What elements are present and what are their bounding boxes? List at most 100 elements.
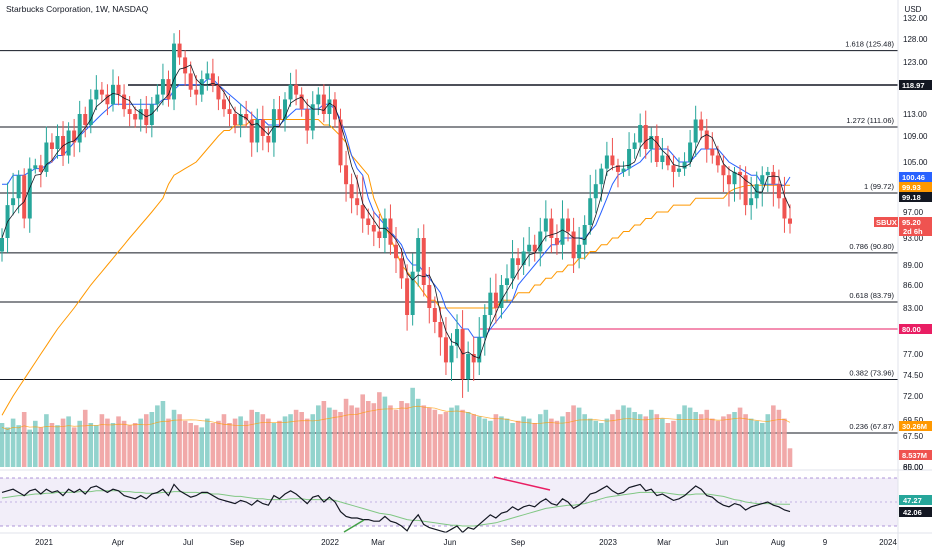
candle-body xyxy=(205,73,210,80)
fib-label: 0.236 (67.87) xyxy=(849,422,894,431)
candle-body xyxy=(471,354,476,363)
candle-body xyxy=(549,218,554,238)
volume-bar xyxy=(127,425,132,467)
price-tag xyxy=(899,324,932,334)
volume-bar xyxy=(515,420,521,467)
volume-bar xyxy=(188,423,193,467)
candle-body xyxy=(688,142,693,162)
volume-bar xyxy=(787,448,793,467)
volume-bar xyxy=(771,405,776,467)
candle-body xyxy=(621,168,626,172)
candle-body xyxy=(615,165,620,172)
volume-bar xyxy=(282,416,288,467)
volume-bar xyxy=(504,418,510,467)
candle-body xyxy=(482,315,487,338)
candle-body xyxy=(11,198,16,206)
candle-body xyxy=(249,119,254,143)
volume-bar xyxy=(0,423,5,467)
volume-bar xyxy=(543,409,549,467)
volume-bar xyxy=(488,420,493,467)
volume-bar xyxy=(121,420,127,467)
volume-bar xyxy=(171,409,177,467)
x-tick-label: 2024 xyxy=(879,538,897,547)
volume-bar xyxy=(182,420,188,467)
candle-body xyxy=(355,198,360,206)
volume-bar xyxy=(105,418,110,467)
volume-bar xyxy=(166,418,171,467)
symbol-tag xyxy=(874,217,898,227)
volume-bar xyxy=(377,392,382,467)
volume-bar xyxy=(482,418,488,467)
candle-body xyxy=(577,244,582,259)
volume-bar xyxy=(310,414,316,467)
price-tag-label: 99.93 xyxy=(902,183,921,192)
volume-bar xyxy=(660,418,665,467)
volume-bar xyxy=(671,420,676,467)
candle-body xyxy=(427,285,432,308)
volume-bar xyxy=(410,387,415,467)
volume-bar xyxy=(610,414,615,467)
volume-bar xyxy=(44,414,49,467)
volume-bar xyxy=(193,425,199,467)
x-tick-label: 2021 xyxy=(35,538,53,547)
candle-body xyxy=(349,184,354,199)
volume-bar xyxy=(721,416,726,467)
candle-body xyxy=(732,171,737,185)
fib-label: 0.618 (83.79) xyxy=(849,291,894,300)
volume-bar xyxy=(426,407,432,467)
volume-bar xyxy=(471,414,476,467)
candle-body xyxy=(227,109,232,114)
fib-label: 1.618 (125.48) xyxy=(845,40,894,49)
candle-body xyxy=(499,285,504,308)
volume-bar xyxy=(754,420,760,467)
x-tick-label: 2023 xyxy=(599,538,617,547)
volume-bar xyxy=(465,412,471,467)
volume-bar xyxy=(365,401,371,467)
volume-bar xyxy=(576,407,582,467)
volume-bar xyxy=(571,405,576,467)
volume-bar xyxy=(404,403,410,467)
volume-bar xyxy=(99,414,105,467)
volume-bar xyxy=(149,412,155,467)
volume-bar xyxy=(332,409,338,467)
candle-body xyxy=(238,114,243,125)
candle-body xyxy=(665,155,670,166)
volume-bar xyxy=(5,427,10,467)
volume-ma-line xyxy=(1,405,791,430)
volume-bar xyxy=(238,416,243,467)
candle-body xyxy=(438,322,443,338)
volume-bar xyxy=(499,416,504,467)
volume-bar xyxy=(759,423,765,467)
candle-body xyxy=(177,43,182,58)
candle-body xyxy=(244,114,249,120)
x-tick-label: 2022 xyxy=(321,538,339,547)
candle-body xyxy=(94,89,99,100)
volume-bar xyxy=(737,407,743,467)
candle-body xyxy=(532,244,537,252)
candle-body xyxy=(710,149,715,156)
price-tag-label: 95.20 xyxy=(902,218,921,227)
volume-bar xyxy=(460,409,465,467)
volume-bar xyxy=(143,414,149,467)
volume-bar xyxy=(537,414,543,467)
fib-label: 1.272 (111.06) xyxy=(846,116,894,125)
rsi-ma-tag xyxy=(899,495,932,505)
rsi-tag xyxy=(899,507,932,517)
volume-bar xyxy=(582,414,587,467)
y-tick-label: 69.50 xyxy=(903,416,924,425)
volume-bar xyxy=(454,405,460,467)
candle-body xyxy=(33,165,38,169)
candle-body xyxy=(588,198,593,225)
volume-bar xyxy=(21,412,27,467)
candle-body xyxy=(72,130,77,143)
price-tag xyxy=(899,80,932,90)
candle-body xyxy=(627,149,632,169)
x-tick-label: Aug xyxy=(771,538,785,547)
y-tick-label: 65.00 xyxy=(903,463,924,472)
volume-bar xyxy=(349,405,354,467)
volume-bar xyxy=(554,420,560,467)
volume-bar xyxy=(232,418,238,467)
x-tick-label: Mar xyxy=(657,538,671,547)
